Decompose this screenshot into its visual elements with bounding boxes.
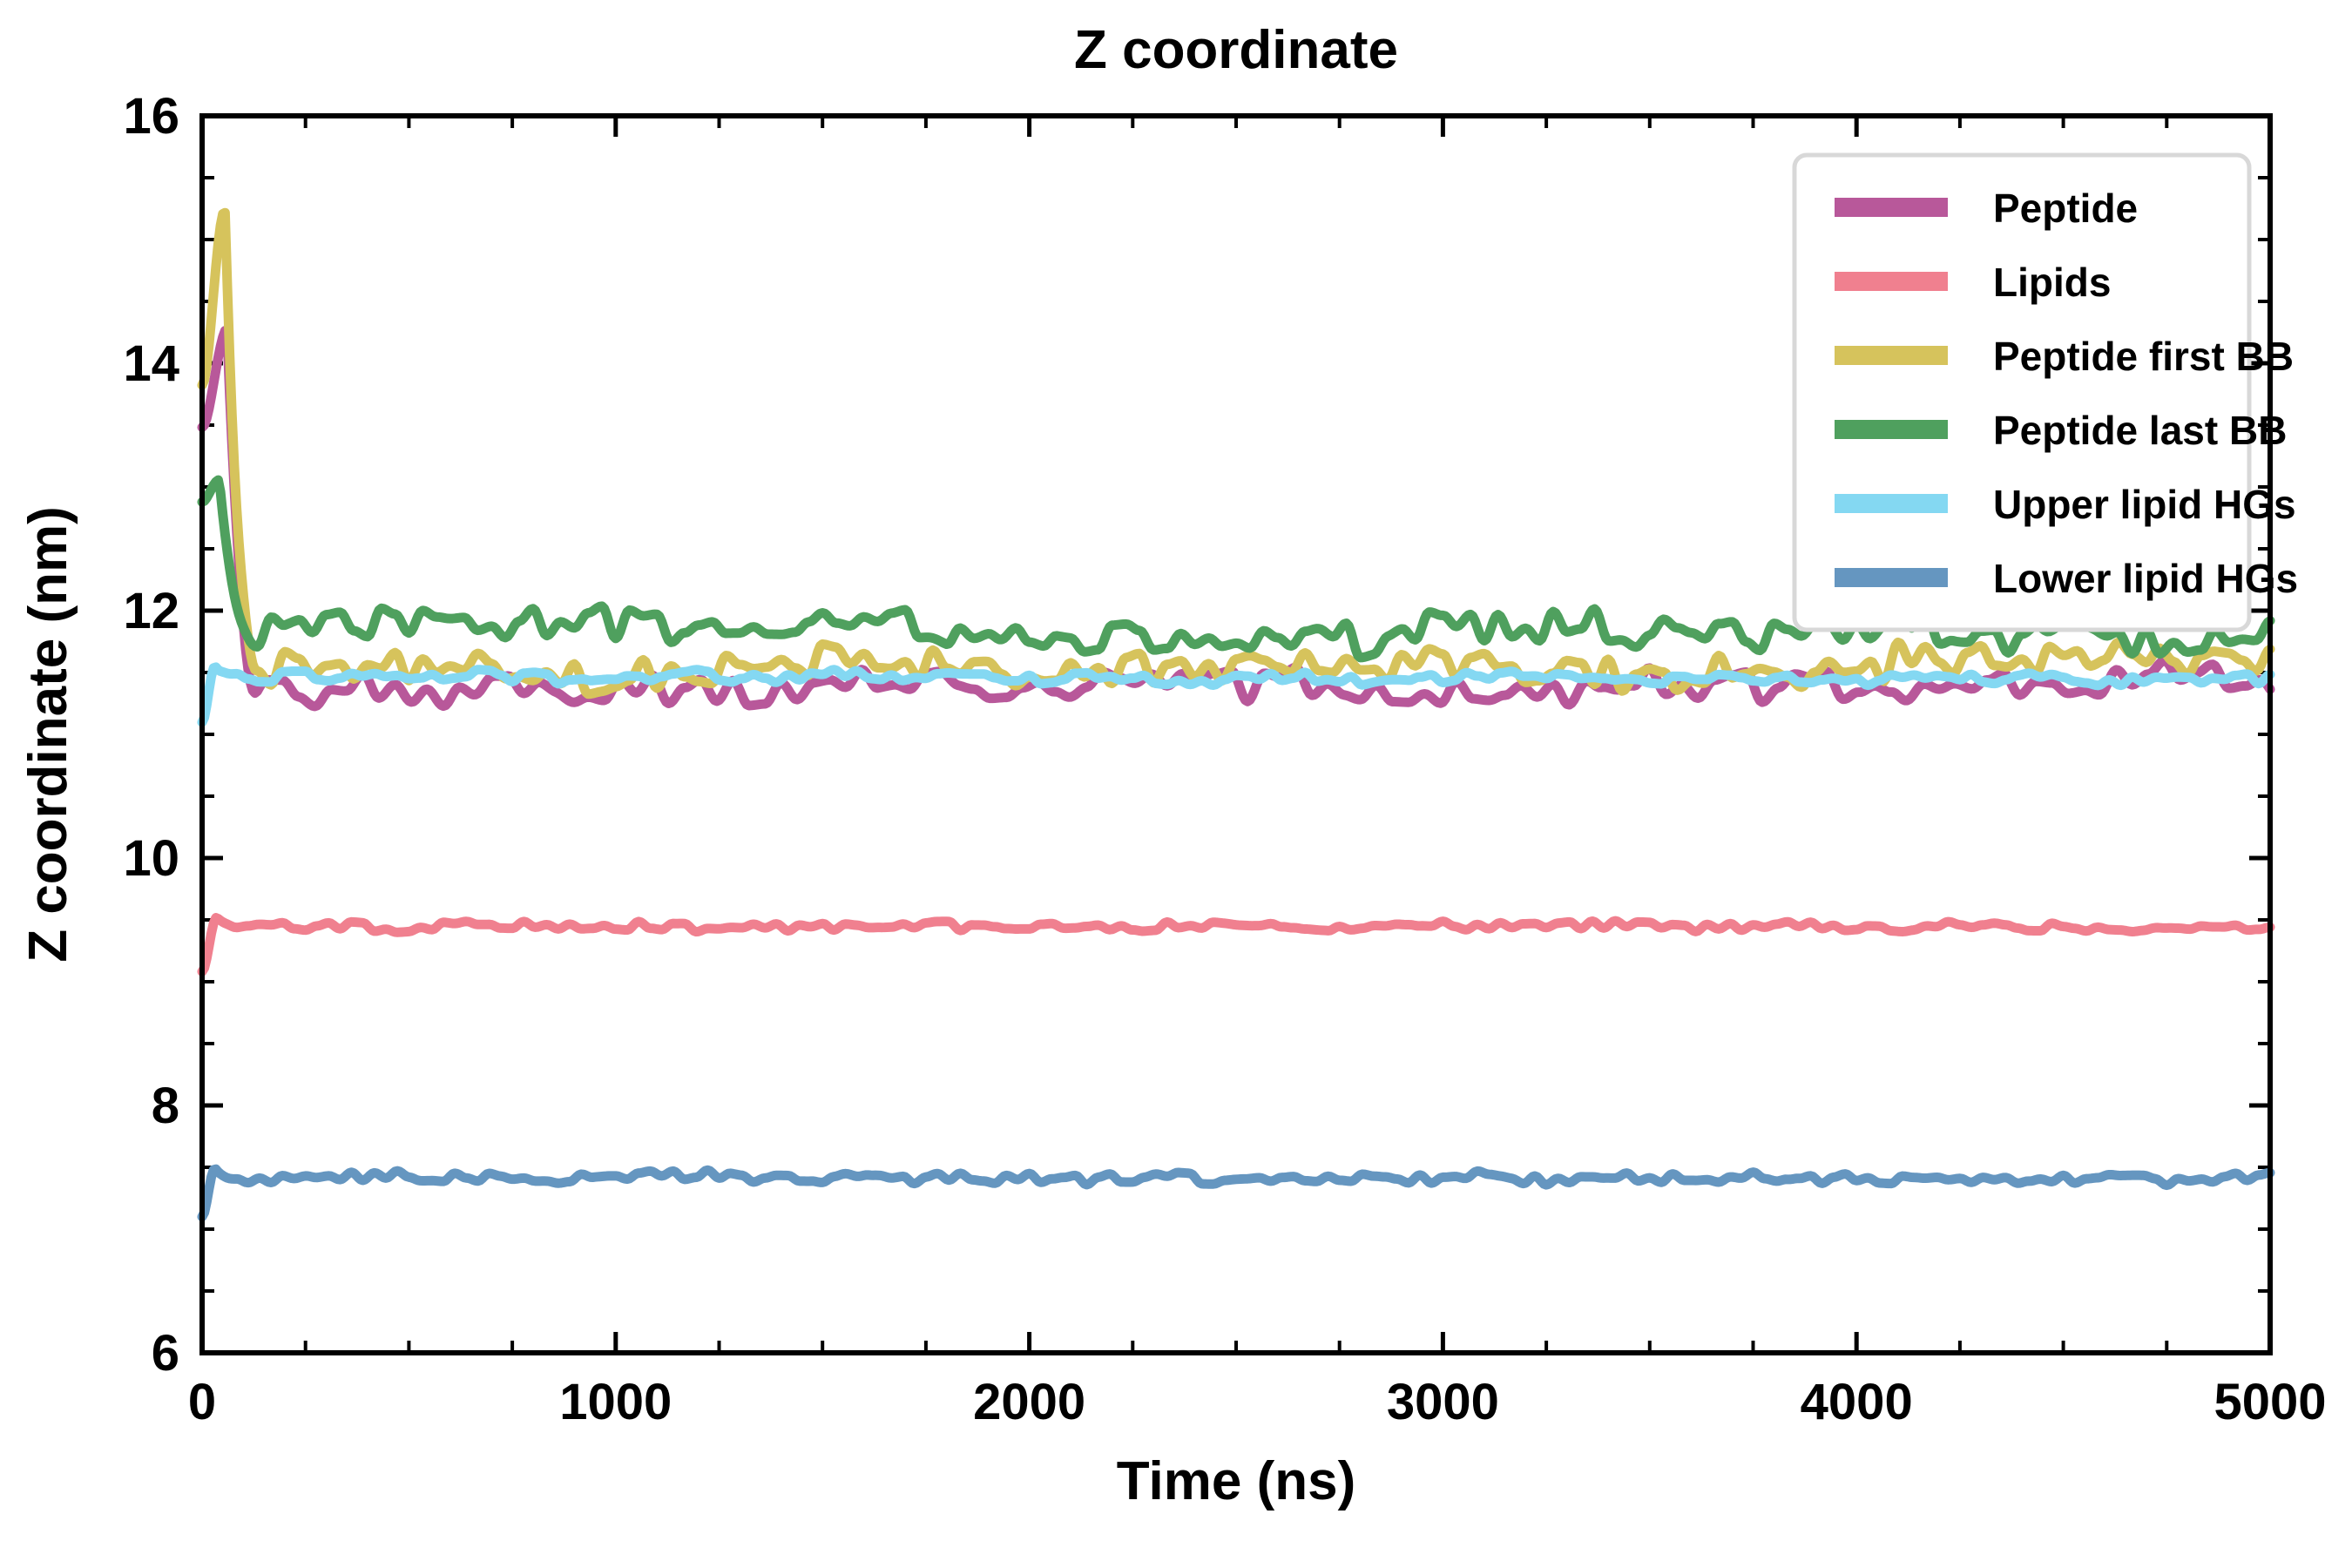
- legend-swatch-lower-lipid-hgs[interactable]: [1835, 568, 1948, 587]
- legend-swatch-lipids[interactable]: [1835, 272, 1948, 291]
- legend-swatch-peptide-first-bb[interactable]: [1835, 346, 1948, 365]
- trace-lipids: [197, 913, 2275, 977]
- x-axis-tick-labels: 0 1000 2000 3000 4000 5000: [188, 1374, 2327, 1430]
- trace-upper-lipid-hgs: [197, 662, 2275, 727]
- legend-label-lipids: Lipids: [1993, 260, 2111, 305]
- x-tick-label: 1000: [559, 1374, 672, 1430]
- legend-label-upper-lipid-hgs: Upper lipid HGs: [1993, 482, 2296, 527]
- legend-swatch-peptide[interactable]: [1835, 198, 1948, 217]
- trace-lower-lipid-hgs: [197, 1164, 2275, 1222]
- x-tick-label: 5000: [2213, 1374, 2326, 1430]
- x-tick-label: 0: [188, 1374, 216, 1430]
- y-axis-title: Z coordinate (nm): [18, 506, 78, 963]
- legend-label-peptide-first-bb: Peptide first BB: [1993, 334, 2294, 379]
- y-tick-label: 14: [123, 335, 179, 392]
- y-tick-label: 10: [123, 830, 179, 887]
- x-tick-label: 3000: [1387, 1374, 1499, 1430]
- x-tick-label: 2000: [973, 1374, 1085, 1430]
- y-tick-label: 16: [123, 88, 179, 145]
- plot-axes-spine: [199, 113, 2273, 1355]
- y-axis-tick-labels: 6 8 10 12 14 16: [123, 88, 179, 1382]
- legend-label-peptide: Peptide: [1993, 186, 2138, 231]
- x-tick-label: 4000: [1801, 1374, 1913, 1430]
- y-tick-label: 8: [152, 1078, 179, 1134]
- x-axis-title: Time (ns): [1117, 1451, 1355, 1511]
- legend-label-peptide-last-bb: Peptide last BB: [1993, 408, 2287, 453]
- y-tick-label: 6: [152, 1325, 179, 1382]
- chart-legend: Peptide Lipids Peptide first BB Peptide las…: [1792, 152, 2298, 632]
- legend-swatch-peptide-last-bb[interactable]: [1835, 420, 1948, 439]
- legend-swatch-upper-lipid-hgs[interactable]: [1835, 494, 1948, 513]
- chart-title: Z coordinate: [1074, 20, 1398, 80]
- y-tick-label: 12: [123, 583, 179, 639]
- legend-label-lower-lipid-hgs: Lower lipid HGs: [1993, 556, 2298, 601]
